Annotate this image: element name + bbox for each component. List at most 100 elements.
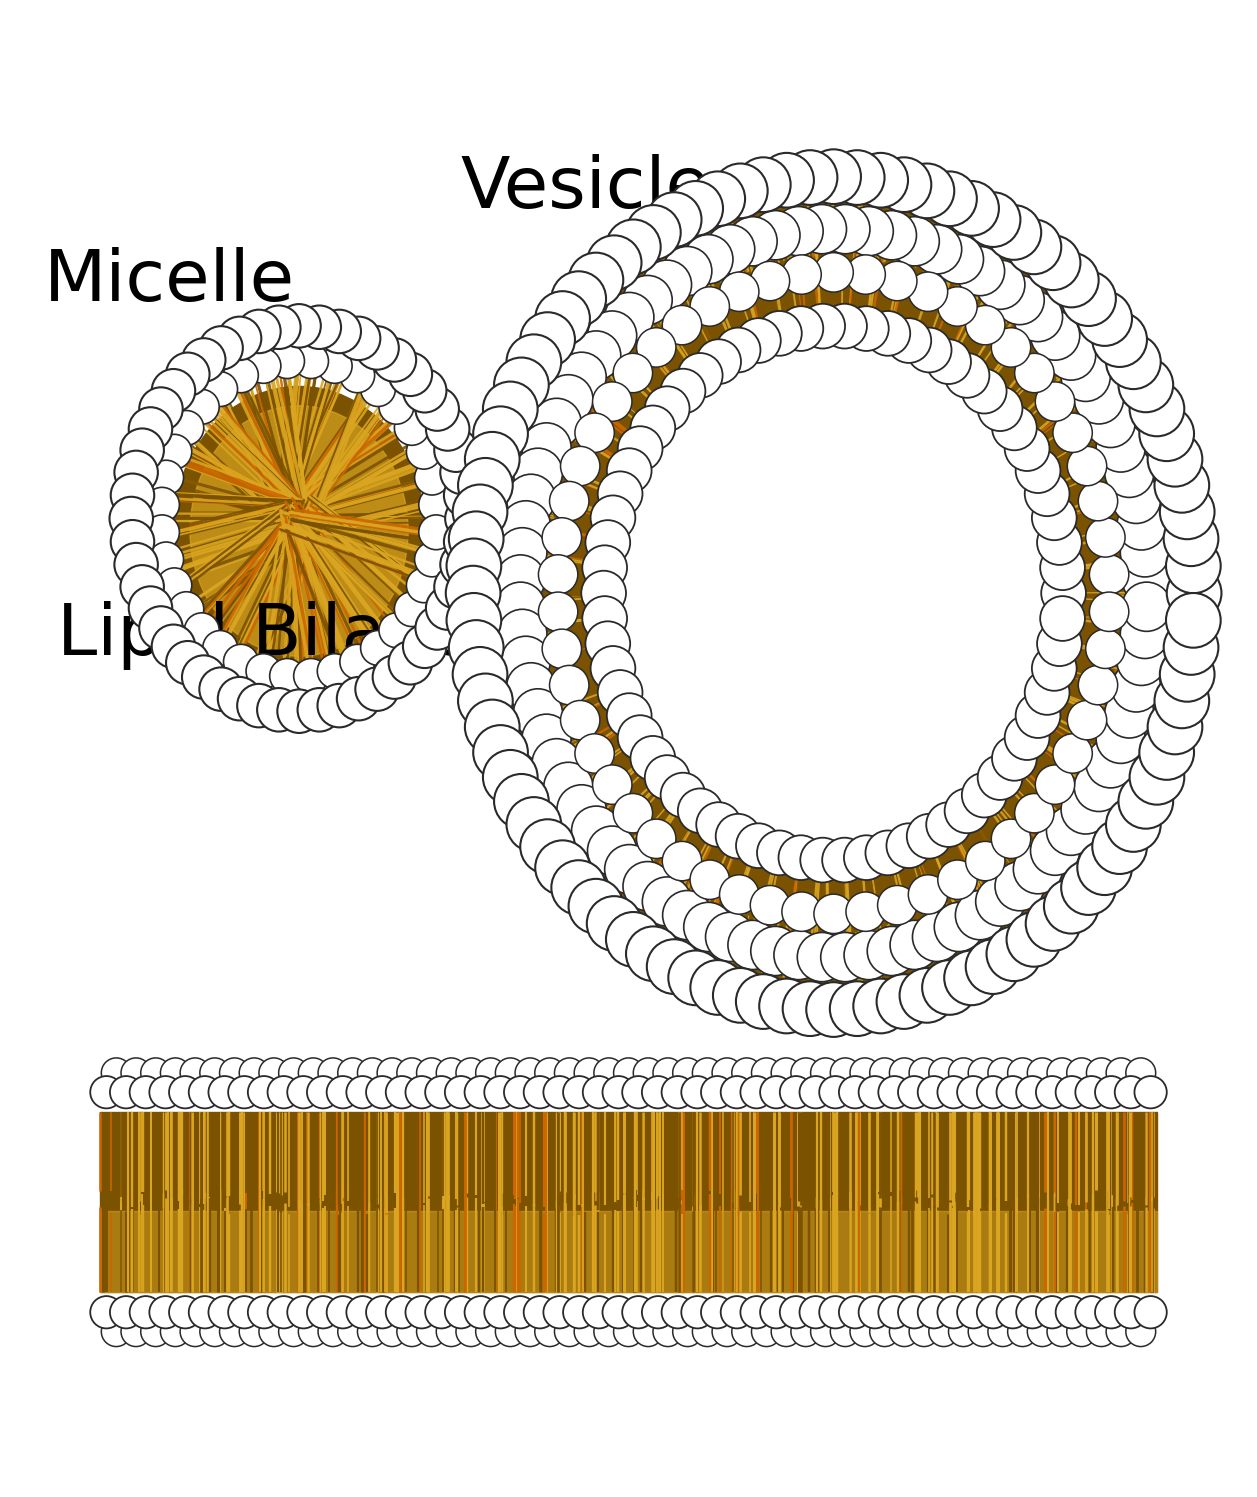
Circle shape	[582, 545, 627, 590]
Circle shape	[1036, 382, 1075, 421]
Circle shape	[338, 1317, 367, 1347]
Circle shape	[797, 933, 846, 982]
Circle shape	[337, 316, 381, 361]
Circle shape	[182, 338, 225, 382]
Circle shape	[1041, 596, 1085, 641]
Circle shape	[1166, 566, 1222, 620]
Circle shape	[1086, 629, 1125, 669]
Circle shape	[483, 750, 538, 805]
Circle shape	[549, 665, 590, 705]
Circle shape	[705, 225, 754, 274]
Circle shape	[1046, 331, 1096, 380]
Circle shape	[1116, 501, 1166, 549]
Ellipse shape	[173, 386, 425, 675]
Circle shape	[975, 877, 1024, 927]
Circle shape	[605, 292, 654, 341]
Circle shape	[248, 1076, 280, 1108]
Circle shape	[715, 814, 760, 859]
Circle shape	[877, 886, 916, 925]
Circle shape	[909, 272, 948, 311]
Circle shape	[298, 305, 341, 349]
Circle shape	[568, 253, 623, 307]
Circle shape	[294, 344, 328, 379]
Circle shape	[662, 247, 711, 296]
Circle shape	[678, 353, 723, 398]
Circle shape	[923, 172, 977, 226]
Circle shape	[220, 1317, 249, 1347]
Circle shape	[701, 1296, 733, 1328]
Circle shape	[189, 1076, 221, 1108]
Circle shape	[239, 1058, 269, 1088]
Circle shape	[1032, 647, 1077, 690]
Circle shape	[783, 982, 837, 1036]
Circle shape	[397, 1317, 426, 1347]
Circle shape	[259, 1317, 289, 1347]
Circle shape	[906, 814, 952, 859]
Circle shape	[520, 819, 574, 874]
Circle shape	[532, 398, 581, 448]
Circle shape	[534, 1317, 564, 1347]
Circle shape	[1096, 714, 1145, 763]
Circle shape	[909, 1058, 939, 1088]
Circle shape	[1053, 413, 1092, 452]
Circle shape	[128, 407, 172, 451]
Circle shape	[587, 826, 637, 876]
Circle shape	[473, 725, 528, 780]
Circle shape	[1126, 1317, 1155, 1347]
Circle shape	[166, 641, 210, 684]
Circle shape	[997, 1296, 1028, 1328]
Circle shape	[850, 1058, 880, 1088]
Circle shape	[591, 496, 635, 540]
Circle shape	[1126, 1058, 1155, 1088]
Circle shape	[557, 352, 606, 401]
Circle shape	[934, 235, 983, 284]
Circle shape	[719, 272, 759, 311]
Circle shape	[449, 620, 504, 675]
Circle shape	[484, 1076, 517, 1108]
Circle shape	[815, 253, 854, 292]
Circle shape	[307, 1076, 339, 1108]
Circle shape	[317, 349, 352, 383]
Circle shape	[148, 542, 184, 576]
Circle shape	[626, 205, 681, 260]
Circle shape	[955, 247, 1004, 296]
Circle shape	[602, 1296, 635, 1328]
Circle shape	[494, 774, 549, 829]
Circle shape	[1079, 665, 1117, 705]
Circle shape	[1106, 1058, 1136, 1088]
Circle shape	[1056, 1076, 1089, 1108]
Circle shape	[631, 737, 675, 781]
Circle shape	[957, 1076, 989, 1108]
Circle shape	[513, 448, 563, 497]
Circle shape	[1061, 271, 1116, 326]
Circle shape	[129, 1296, 162, 1328]
Circle shape	[535, 292, 590, 346]
Circle shape	[168, 1076, 201, 1108]
Circle shape	[1026, 897, 1081, 951]
Circle shape	[366, 1076, 398, 1108]
Circle shape	[1077, 292, 1133, 346]
Circle shape	[270, 659, 304, 693]
Circle shape	[574, 734, 615, 772]
Circle shape	[229, 1296, 260, 1328]
Circle shape	[121, 1317, 151, 1347]
Circle shape	[202, 371, 238, 407]
Circle shape	[778, 835, 823, 880]
Circle shape	[168, 1296, 201, 1328]
Circle shape	[145, 488, 180, 522]
Circle shape	[1154, 458, 1209, 512]
Circle shape	[1130, 382, 1184, 436]
Circle shape	[581, 570, 626, 615]
Circle shape	[557, 784, 606, 834]
Circle shape	[339, 644, 375, 680]
Circle shape	[772, 1317, 801, 1347]
Circle shape	[866, 831, 910, 876]
Circle shape	[854, 979, 908, 1033]
Circle shape	[593, 1058, 623, 1088]
Circle shape	[338, 1058, 367, 1088]
Circle shape	[1041, 570, 1086, 615]
Circle shape	[1120, 609, 1169, 659]
Circle shape	[339, 358, 375, 392]
Circle shape	[613, 353, 652, 392]
Circle shape	[495, 1058, 525, 1088]
